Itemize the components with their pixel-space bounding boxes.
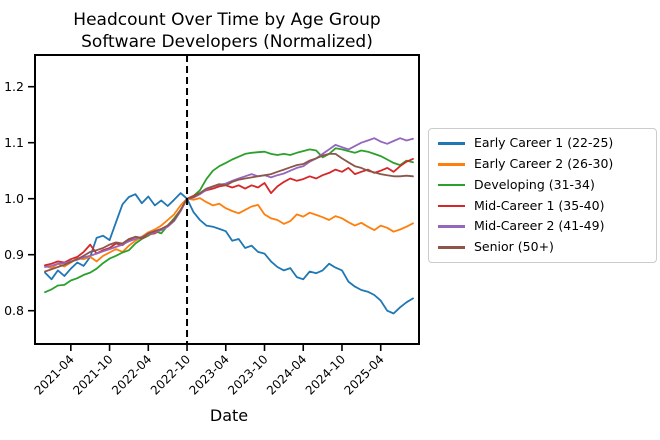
- x-tick-label: 2022-10: [148, 352, 193, 397]
- axes-spines: [34, 54, 420, 345]
- y-tick-label: 1.1: [4, 135, 24, 150]
- y-tick-label: 0.8: [4, 303, 24, 318]
- legend-item-early-career-1-22-25-: Early Career 1 (22-25): [438, 137, 656, 150]
- series-line-early-career-2-26-30-: [44, 197, 414, 270]
- legend-label: Developing (31-34): [474, 176, 595, 192]
- legend-line-swatch: [438, 225, 465, 228]
- series-line-early-career-1-22-25-: [44, 192, 414, 315]
- legend-label: Early Career 2 (26-30): [474, 156, 614, 172]
- series-line-developing-31-34-: [44, 147, 414, 294]
- plot-area: 2021-042021-102022-042022-102023-042023-…: [4, 54, 420, 398]
- legend-line-swatch: [438, 163, 465, 166]
- x-tick-label: 2024-10: [303, 352, 348, 397]
- legend-line-swatch: [438, 142, 465, 145]
- legend-line-swatch: [438, 246, 465, 249]
- series-line-mid-career-1-35-40-: [44, 157, 414, 267]
- y-tick-label: 0.9: [4, 247, 24, 262]
- y-tick-label: 1.0: [4, 191, 24, 206]
- legend-line-swatch: [438, 204, 465, 208]
- legend-item-early-career-2-26-30-: Early Career 2 (26-30): [438, 158, 656, 171]
- legend-line-swatch: [438, 183, 465, 187]
- chart-title: Headcount Over Time by Age Group: [73, 10, 380, 30]
- y-tick-label: 1.2: [4, 79, 24, 94]
- legend-label: Early Career 1 (22-25): [474, 135, 614, 151]
- x-tick-label: 2023-04: [187, 352, 232, 397]
- chart-subtitle: Software Developers (Normalized): [81, 32, 373, 52]
- series-line-senior-50-: [44, 152, 414, 273]
- x-tick-label: 2025-04: [341, 352, 386, 397]
- legend-item-mid-career-2-41-49-: Mid-Career 2 (41-49): [438, 220, 656, 233]
- legend-item-senior-50-: Senior (50+): [438, 241, 656, 254]
- x-axis-label: Date: [210, 406, 248, 425]
- legend-item-developing-31-34-: Developing (31-34): [438, 176, 656, 192]
- x-tick-label: 2023-10: [225, 352, 270, 397]
- legend-box: Early Career 1 (22-25) Early Career 2 (26…: [428, 128, 657, 263]
- legend-label: Mid-Career 1 (35-40): [474, 197, 605, 213]
- legend-item-mid-career-1-35-40-: Mid-Career 1 (35-40): [438, 197, 656, 213]
- legend-label: Senior (50+): [474, 239, 554, 255]
- x-tick-label: 2022-04: [109, 352, 154, 397]
- x-tick-label: 2021-10: [70, 352, 115, 397]
- legend-label: Mid-Career 2 (41-49): [474, 218, 605, 234]
- x-tick-label: 2021-04: [32, 352, 77, 397]
- series-line-mid-career-2-41-49-: [44, 137, 414, 268]
- x-tick-label: 2024-04: [264, 352, 309, 397]
